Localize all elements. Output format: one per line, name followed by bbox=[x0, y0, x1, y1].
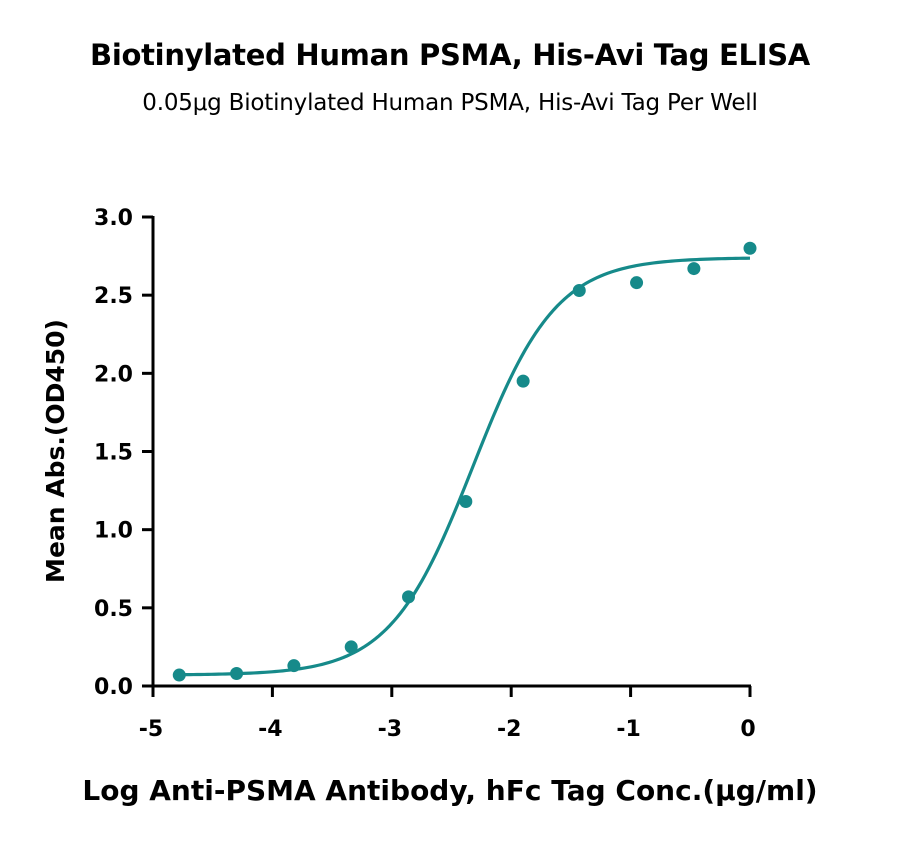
x-axis-label: Log Anti-PSMA Antibody, hFc Tag Conc.(μg… bbox=[82, 774, 817, 807]
y-tick-label: 1.0 bbox=[94, 519, 133, 544]
y-tick-label: 3.0 bbox=[94, 206, 133, 231]
data-point bbox=[687, 262, 701, 276]
x-tick-label: -1 bbox=[616, 717, 640, 742]
data-point bbox=[743, 241, 757, 255]
data-point bbox=[630, 276, 644, 290]
x-tick-label: -3 bbox=[378, 717, 402, 742]
data-point bbox=[572, 283, 586, 297]
y-axis-label: Mean Abs.(OD450) bbox=[41, 319, 70, 583]
data-point bbox=[402, 590, 416, 604]
chart-title: Biotinylated Human PSMA, His-Avi Tag ELI… bbox=[90, 38, 810, 72]
data-point bbox=[344, 640, 358, 654]
x-tick-label: -4 bbox=[258, 717, 282, 742]
chart-subtitle: 0.05μg Biotinylated Human PSMA, His-Avi … bbox=[142, 90, 758, 116]
y-tick-label: 0.5 bbox=[94, 597, 133, 622]
data-point bbox=[172, 668, 186, 682]
x-tick-label: -5 bbox=[139, 717, 163, 742]
y-tick-label: 2.5 bbox=[94, 284, 133, 309]
data-point bbox=[287, 659, 301, 673]
x-tick-label: -2 bbox=[497, 717, 521, 742]
y-tick-label: 2.0 bbox=[94, 362, 133, 387]
data-point bbox=[459, 495, 473, 509]
data-point bbox=[230, 666, 244, 680]
y-tick-label: 0.0 bbox=[94, 675, 133, 700]
fit-curve bbox=[179, 256, 751, 677]
x-tick-label: 0 bbox=[740, 717, 755, 742]
data-points-layer bbox=[172, 241, 757, 682]
y-tick-label: 1.5 bbox=[94, 441, 133, 466]
fit-curve-layer bbox=[179, 256, 751, 677]
axes: 0.0 0.5 1.0 1.5 2.0 2.5 3.0 -5 -4 -3 -2 -1 0 bbox=[94, 206, 756, 742]
data-point bbox=[516, 374, 530, 388]
